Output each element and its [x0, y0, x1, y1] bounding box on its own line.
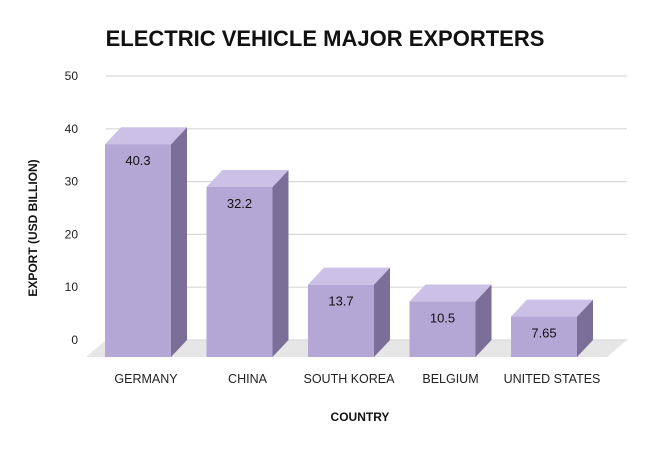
y-tick-label: 20: [65, 227, 79, 241]
bar-side: [475, 284, 492, 357]
bar-top: [308, 267, 390, 285]
y-tick-label: 40: [65, 122, 79, 136]
x-tick-label: SOUTH KOREA: [304, 372, 396, 386]
x-tick-label: CHINA: [228, 372, 268, 386]
bar-front: [511, 316, 577, 357]
x-axis-title: COUNTRY: [331, 410, 390, 424]
y-axis-ticks: 0 10 20 30 40 50: [65, 69, 79, 347]
bar-side: [374, 267, 390, 357]
bar: 13.7: [308, 267, 390, 357]
y-tick-label: 30: [65, 175, 79, 189]
bar-side: [577, 299, 593, 357]
bar-front: [105, 144, 171, 357]
bar: 10.5: [409, 284, 492, 357]
data-label: 32.2: [227, 196, 252, 211]
x-tick-label: BELGIUM: [422, 372, 478, 386]
bars: 40.3 32.2 13.7 10.5 7.65: [105, 127, 593, 357]
bar-front: [409, 301, 476, 357]
y-tick-label: 50: [65, 69, 79, 83]
data-label: 7.65: [531, 326, 556, 341]
data-label: 40.3: [125, 153, 150, 168]
y-tick-label: 0: [71, 333, 78, 347]
bar-top: [105, 127, 187, 145]
bar-side: [171, 127, 187, 357]
bar: 7.65: [511, 299, 593, 357]
bar-top: [511, 299, 593, 317]
bar-top: [206, 169, 289, 187]
bar-top: [409, 284, 492, 302]
x-tick-label: GERMANY: [114, 372, 178, 386]
data-label: 10.5: [430, 311, 455, 326]
x-axis-labels: GERMANY CHINA SOUTH KOREA BELGIUM UNITED STA…: [114, 372, 600, 386]
data-label: 13.7: [328, 294, 353, 309]
bar: 32.2: [206, 169, 289, 357]
bar: 40.3: [105, 127, 187, 357]
bar-front: [206, 186, 273, 357]
y-axis-title: EXPORT (USD BILLION): [26, 159, 40, 296]
chart-title: ELECTRIC VEHICLE MAJOR EXPORTERS: [106, 26, 545, 51]
bar-front: [308, 284, 374, 357]
y-tick-label: 10: [65, 280, 79, 294]
bar-side: [272, 169, 289, 357]
x-tick-label: UNITED STATES: [504, 372, 601, 386]
